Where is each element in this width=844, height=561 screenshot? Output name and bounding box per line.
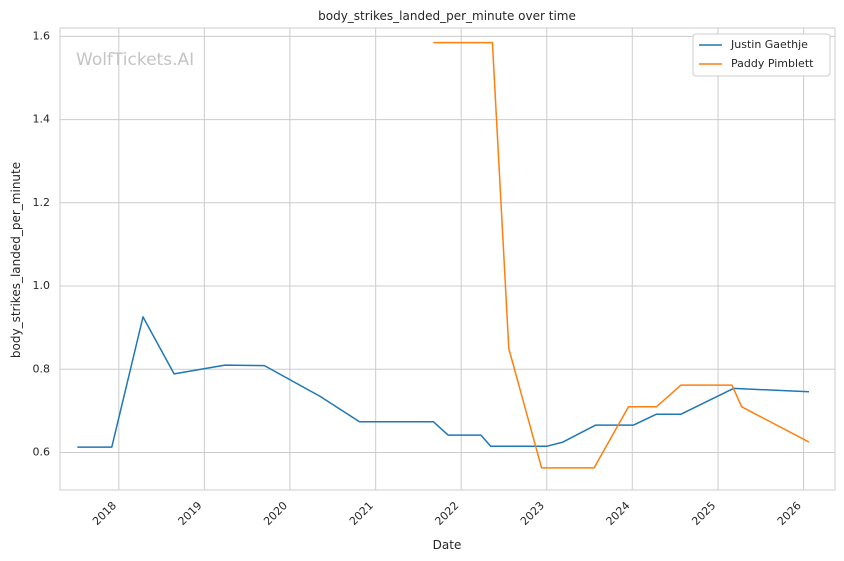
y-tick-label: 0.6 — [33, 446, 51, 459]
watermark-text: WolfTickets.AI — [76, 50, 194, 70]
legend-label: Paddy Pimblett — [731, 57, 814, 70]
y-tick-label: 1.2 — [33, 196, 51, 209]
y-tick-label: 1.4 — [33, 113, 51, 126]
chart-title: body_strikes_landed_per_minute over time — [318, 9, 576, 23]
y-tick-label: 0.8 — [33, 362, 51, 375]
legend: Justin Gaethje Paddy Pimblett — [692, 33, 831, 77]
series-line-0 — [77, 316, 810, 448]
y-tick-label: 1.0 — [33, 279, 51, 292]
series-line-1 — [433, 41, 810, 469]
legend-label: Justin Gaethje — [730, 38, 808, 51]
y-tick-label: 1.6 — [33, 29, 51, 42]
plot-area-frame — [59, 27, 836, 491]
y-axis-title: body_strikes_landed_per_minute — [9, 162, 23, 358]
gridlines — [60, 28, 835, 490]
series-lines — [77, 41, 810, 469]
legend-box — [692, 33, 831, 77]
x-axis-title: Date — [433, 538, 462, 552]
